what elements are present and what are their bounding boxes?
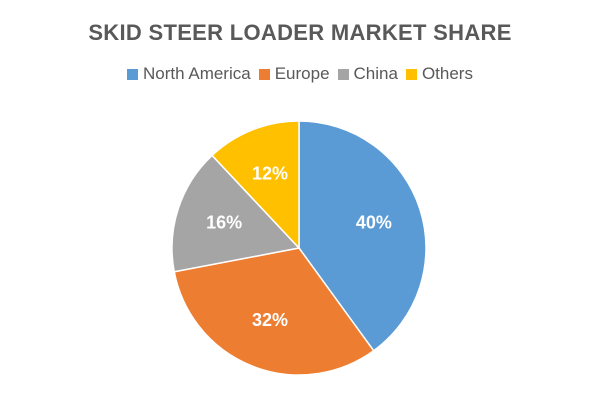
- legend-item-europe: Europe: [258, 64, 330, 84]
- legend-label-north-america: North America: [143, 64, 251, 83]
- data-label-europe: 32%: [252, 310, 288, 330]
- chart-legend: North America Europe China Others: [0, 64, 600, 84]
- pie-slice-europe: [173, 247, 375, 376]
- pie-slice-others: [211, 120, 300, 250]
- legend-swatch-china: [337, 68, 349, 80]
- legend-swatch-europe: [258, 68, 270, 80]
- legend-item-china: China: [337, 64, 398, 84]
- legend-swatch-north-america: [127, 68, 138, 80]
- data-label-north-america: 40%: [356, 212, 392, 232]
- legend-swatch-others: [405, 68, 417, 80]
- legend-label-europe: Europe: [274, 64, 330, 83]
- pie-slice-north-america: [298, 120, 427, 352]
- pie-data-labels: 40% 32% 16% 12%: [206, 164, 392, 330]
- pie-slice-china: [171, 154, 301, 273]
- chart-title: SKID STEER LOADER MARKET SHARE: [88, 20, 512, 45]
- data-label-others: 12%: [252, 164, 288, 184]
- legend-item-north-america: North America: [127, 64, 251, 84]
- data-label-china: 16%: [206, 212, 242, 232]
- legend-item-others: Others: [405, 64, 473, 84]
- legend-label-others: Others: [421, 64, 473, 83]
- pie-slices: [171, 120, 427, 376]
- legend-label-china: China: [353, 64, 398, 83]
